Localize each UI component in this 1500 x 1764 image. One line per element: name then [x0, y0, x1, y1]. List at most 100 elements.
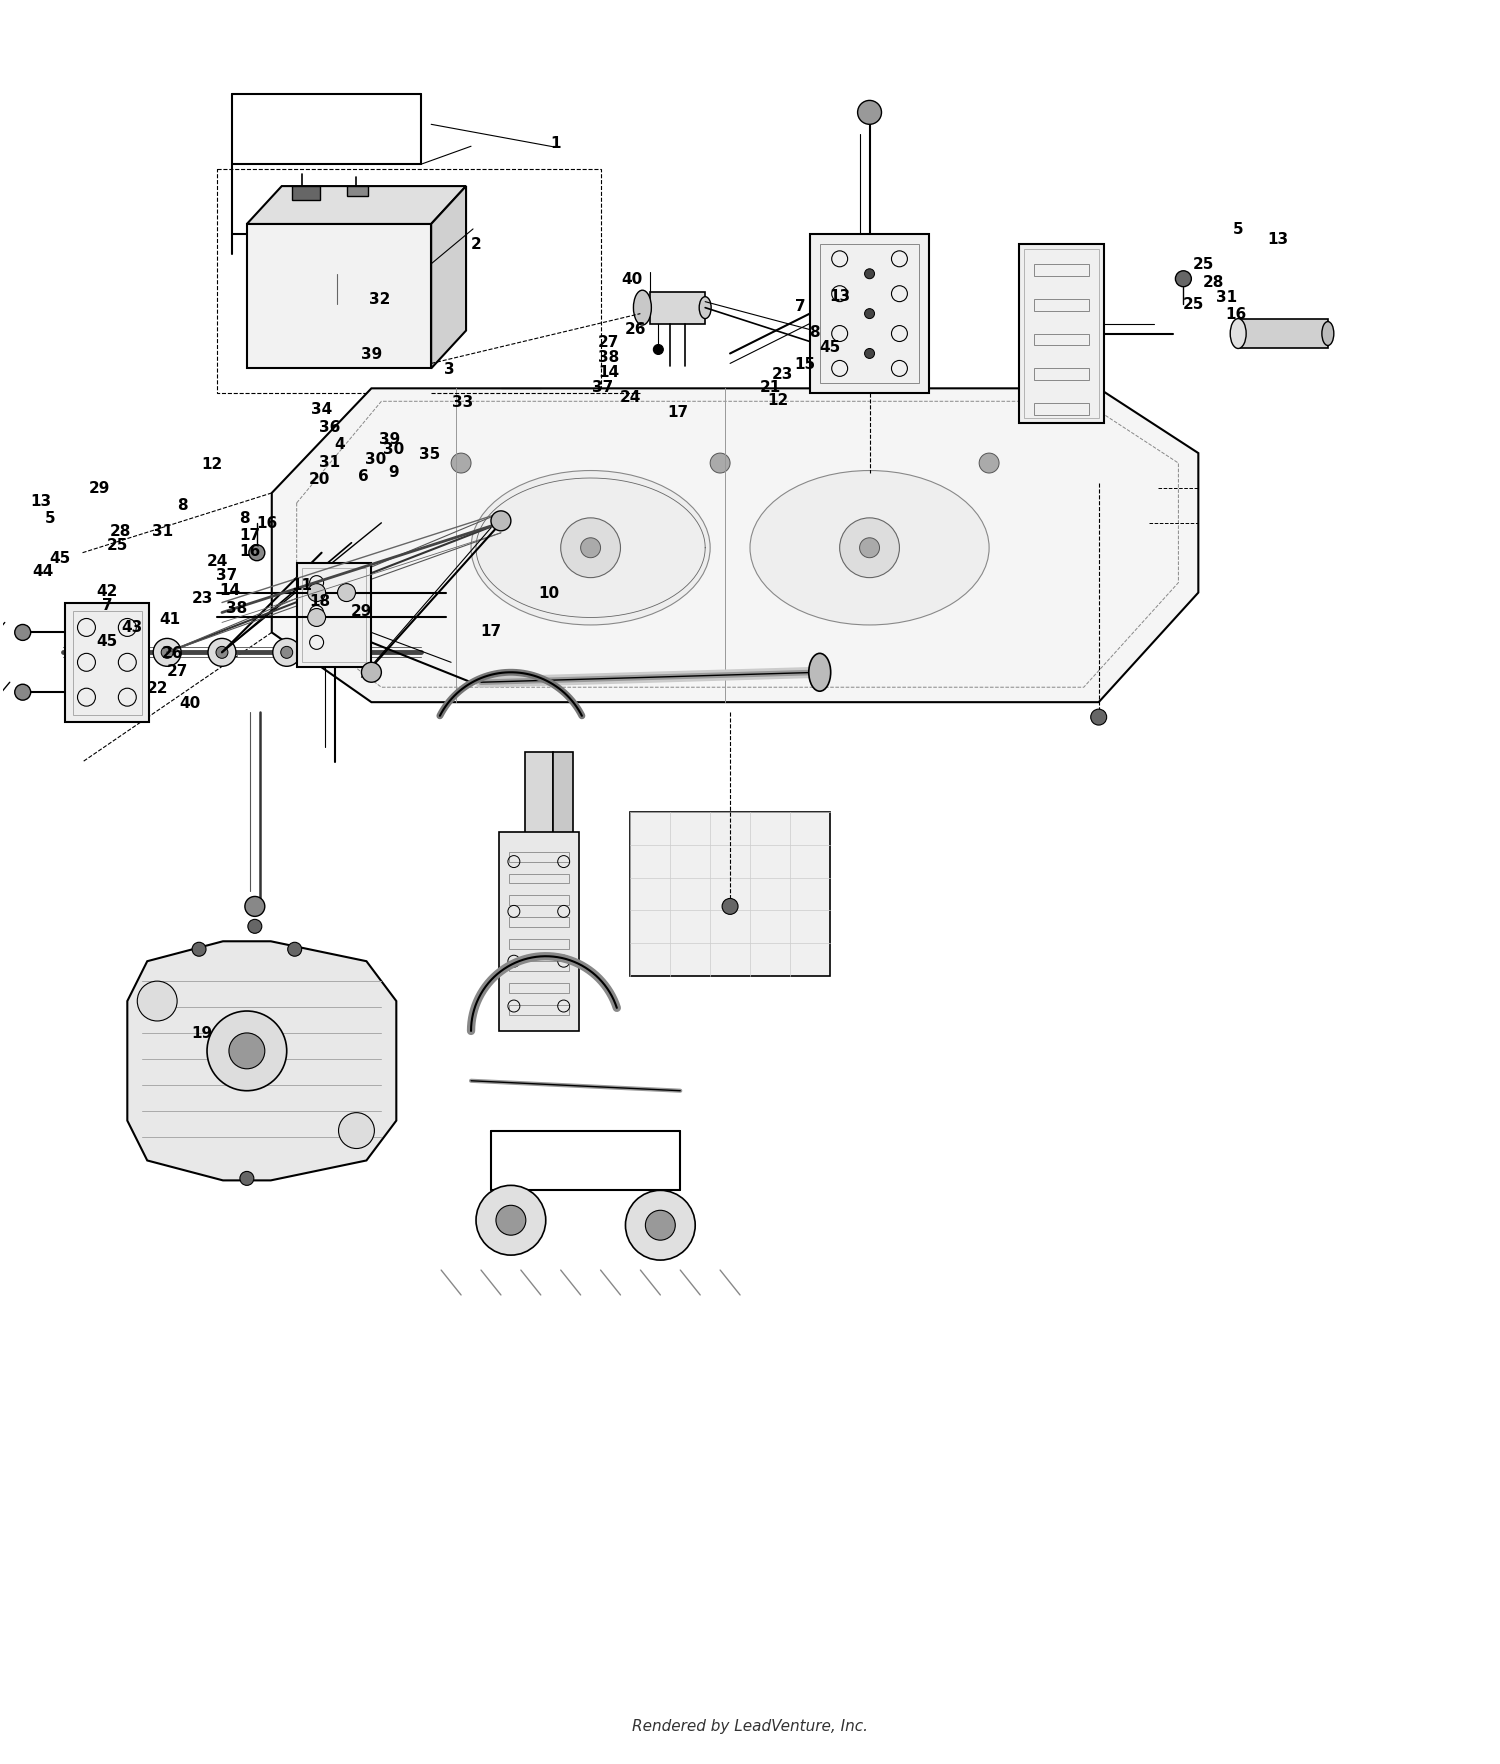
Circle shape: [1176, 272, 1191, 288]
Circle shape: [15, 624, 30, 640]
Text: 27: 27: [166, 663, 188, 679]
Text: 12: 12: [768, 393, 789, 407]
Text: 19: 19: [192, 1027, 213, 1041]
Bar: [217, 169, 600, 393]
Bar: [552, 753, 573, 871]
Circle shape: [864, 270, 874, 279]
Text: 8: 8: [810, 325, 820, 340]
Circle shape: [333, 639, 360, 667]
Circle shape: [308, 609, 326, 626]
Circle shape: [859, 538, 879, 559]
Circle shape: [1090, 709, 1107, 725]
Circle shape: [153, 639, 182, 667]
Text: 23: 23: [772, 367, 794, 381]
Bar: [302, 568, 366, 663]
Text: 32: 32: [369, 293, 390, 307]
Bar: [509, 1005, 568, 1016]
Text: 31: 31: [1215, 289, 1237, 305]
Ellipse shape: [750, 471, 988, 626]
Bar: [651, 293, 705, 325]
Text: 13: 13: [30, 494, 51, 510]
Bar: [630, 811, 830, 977]
Polygon shape: [248, 224, 430, 369]
Text: 14: 14: [219, 582, 240, 598]
Circle shape: [840, 519, 900, 579]
Text: STORE: STORE: [567, 579, 834, 647]
Text: 21: 21: [759, 379, 780, 395]
Polygon shape: [1019, 245, 1104, 423]
Text: 31: 31: [152, 524, 172, 540]
Circle shape: [490, 512, 512, 531]
Text: 45: 45: [819, 340, 840, 355]
Circle shape: [240, 1171, 254, 1185]
Text: 36: 36: [320, 420, 340, 434]
Circle shape: [192, 942, 206, 956]
Text: 13: 13: [830, 289, 850, 303]
Circle shape: [496, 1205, 526, 1235]
Text: 30: 30: [382, 441, 404, 457]
Text: 17: 17: [668, 404, 688, 420]
Polygon shape: [1238, 319, 1328, 349]
Ellipse shape: [1322, 323, 1334, 346]
Circle shape: [362, 663, 381, 683]
Text: 41: 41: [159, 612, 180, 626]
Circle shape: [102, 647, 114, 660]
Text: 42: 42: [96, 584, 118, 598]
Text: 28: 28: [1203, 275, 1224, 289]
Text: 5: 5: [45, 512, 56, 526]
Text: 24: 24: [620, 390, 640, 404]
Ellipse shape: [808, 654, 831, 691]
Bar: [509, 984, 568, 993]
Bar: [509, 852, 568, 863]
Polygon shape: [128, 942, 396, 1180]
Bar: [346, 187, 369, 198]
Text: 40: 40: [180, 695, 201, 711]
Text: 5: 5: [1233, 222, 1244, 238]
Text: 45: 45: [50, 550, 70, 566]
Text: Rendered by LeadVenture, Inc.: Rendered by LeadVenture, Inc.: [632, 1718, 868, 1732]
Bar: [819, 245, 920, 385]
Bar: [1034, 265, 1089, 277]
Text: 29: 29: [351, 603, 372, 619]
Bar: [500, 833, 579, 1032]
Circle shape: [626, 1191, 694, 1261]
Text: 29: 29: [88, 482, 110, 496]
Circle shape: [710, 453, 730, 475]
Text: 8: 8: [177, 497, 188, 513]
Text: 7: 7: [102, 598, 112, 612]
Circle shape: [230, 1034, 266, 1069]
Circle shape: [980, 453, 999, 475]
Circle shape: [452, 453, 471, 475]
Bar: [291, 187, 320, 201]
Text: 33: 33: [453, 395, 474, 409]
Text: 16: 16: [256, 517, 278, 531]
Ellipse shape: [471, 471, 710, 626]
Text: 37: 37: [592, 379, 613, 395]
Text: 3: 3: [444, 362, 454, 377]
Text: 6: 6: [358, 467, 369, 483]
Circle shape: [864, 309, 874, 319]
Text: 28: 28: [110, 524, 130, 540]
Circle shape: [15, 684, 30, 700]
Text: 14: 14: [598, 365, 619, 379]
Text: 26: 26: [162, 646, 183, 660]
Bar: [72, 610, 142, 716]
Text: 25: 25: [1192, 258, 1214, 272]
Bar: [509, 896, 568, 907]
Ellipse shape: [699, 298, 711, 319]
Text: 25: 25: [106, 538, 128, 552]
Bar: [509, 917, 568, 928]
Text: 27: 27: [598, 335, 619, 349]
Text: 10: 10: [538, 586, 560, 602]
Text: 38: 38: [598, 349, 619, 365]
Ellipse shape: [633, 291, 651, 326]
Circle shape: [580, 538, 600, 559]
Text: 4: 4: [334, 436, 345, 452]
Text: 13: 13: [1268, 233, 1288, 247]
Text: 20: 20: [309, 471, 330, 487]
Circle shape: [244, 896, 266, 917]
Circle shape: [93, 639, 122, 667]
Bar: [1024, 250, 1098, 420]
Text: 9: 9: [388, 464, 399, 480]
Circle shape: [476, 1185, 546, 1256]
